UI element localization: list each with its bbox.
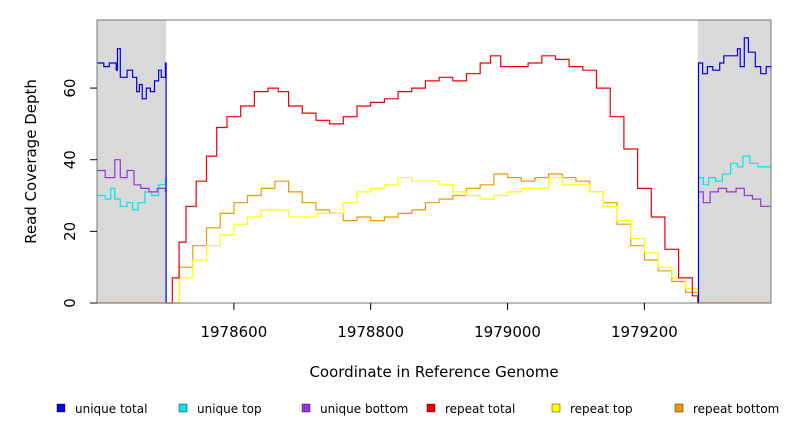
legend-label: unique bottom [320,402,408,416]
legend-swatch [426,403,436,413]
y-tick-label: 20 [61,222,79,241]
x-axis-title: Coordinate in Reference Genome [309,363,558,381]
y-tick-label: 60 [61,79,79,98]
x-tick-label: 1979000 [474,323,541,341]
legend-item-unique-total: unique total [56,402,147,416]
legend-item-repeat-top: repeat top [551,402,633,416]
series-line-unique-bottom [97,159,771,207]
plot-series [97,37,772,304]
legend-swatch [301,403,311,413]
y-axis: 0 20 40 60 [61,79,97,308]
x-tick-label: 1978600 [200,323,267,341]
legend-swatch [56,403,66,413]
plot-frame [96,19,772,304]
legend-item-unique-top: unique top [178,402,262,416]
legend-item-repeat-bottom: repeat bottom [674,402,779,416]
y-tick-label: 40 [61,150,79,169]
series-line-repeat-total [166,55,699,304]
shaded-region-0 [97,20,167,303]
legend-label: repeat top [570,402,633,416]
legend-label: repeat total [445,402,515,416]
shaded-region-1 [697,20,771,303]
legend-swatch [551,403,561,413]
legend-item-repeat-total: repeat total [426,402,515,416]
y-axis-title: Read Coverage Depth [22,79,40,244]
series-line-repeat-top [166,177,699,304]
legend-label: unique total [75,402,147,416]
series-line-unique-top [97,155,771,211]
legend: unique total unique top unique bottom repea… [56,402,779,416]
series-line-unique-total [97,37,772,304]
legend-label: repeat bottom [693,402,779,416]
x-tick-label: 1979200 [611,323,678,341]
legend-swatch [178,403,188,413]
legend-label: unique top [197,402,262,416]
x-tick-label: 1978800 [337,323,404,341]
legend-swatch [674,403,684,413]
legend-item-unique-bottom: unique bottom [301,402,408,416]
series-line-repeat-bottom [97,173,771,304]
x-axis: 1978600 1978800 1979000 1979200 [200,303,678,341]
y-tick-label: 0 [61,298,79,308]
